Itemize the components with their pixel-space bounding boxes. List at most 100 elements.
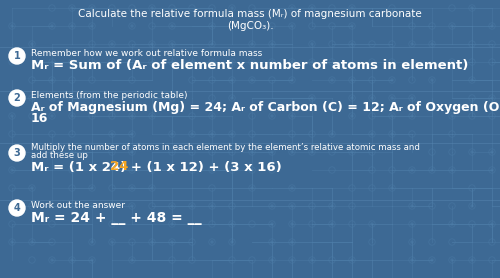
Circle shape xyxy=(231,241,233,243)
Circle shape xyxy=(91,25,93,27)
Circle shape xyxy=(311,259,313,261)
Circle shape xyxy=(291,241,293,243)
Circle shape xyxy=(211,61,213,63)
Text: Work out the answer: Work out the answer xyxy=(31,200,125,210)
Circle shape xyxy=(471,259,473,261)
Circle shape xyxy=(191,133,193,135)
Circle shape xyxy=(291,25,293,27)
Circle shape xyxy=(171,133,173,135)
Circle shape xyxy=(471,79,473,81)
Circle shape xyxy=(451,259,453,261)
Circle shape xyxy=(9,200,25,216)
Text: 2: 2 xyxy=(14,93,20,103)
Circle shape xyxy=(231,97,233,99)
Circle shape xyxy=(431,43,433,45)
Circle shape xyxy=(491,25,493,27)
Circle shape xyxy=(311,43,313,45)
Circle shape xyxy=(491,169,493,171)
Circle shape xyxy=(391,115,393,117)
Text: (MgCO₃).: (MgCO₃). xyxy=(226,21,274,31)
Circle shape xyxy=(111,241,113,243)
Circle shape xyxy=(131,133,133,135)
Circle shape xyxy=(291,205,293,207)
Circle shape xyxy=(491,223,493,225)
Circle shape xyxy=(351,151,353,153)
Circle shape xyxy=(331,223,333,225)
Circle shape xyxy=(191,205,193,207)
Circle shape xyxy=(411,43,413,45)
Text: Mᵣ = Sum of (Aᵣ of element x number of atoms in element): Mᵣ = Sum of (Aᵣ of element x number of a… xyxy=(31,58,468,71)
Circle shape xyxy=(391,187,393,189)
Circle shape xyxy=(171,223,173,225)
Circle shape xyxy=(151,241,153,243)
Circle shape xyxy=(231,61,233,63)
Circle shape xyxy=(31,97,33,99)
Circle shape xyxy=(431,259,433,261)
Circle shape xyxy=(171,43,173,45)
Circle shape xyxy=(351,7,353,9)
Circle shape xyxy=(311,7,313,9)
Circle shape xyxy=(71,61,73,63)
Circle shape xyxy=(131,151,133,153)
Circle shape xyxy=(71,115,73,117)
Circle shape xyxy=(211,241,213,243)
Circle shape xyxy=(291,187,293,189)
Circle shape xyxy=(291,223,293,225)
Text: 3: 3 xyxy=(14,148,20,158)
Circle shape xyxy=(231,133,233,135)
Text: 24: 24 xyxy=(110,160,128,173)
Circle shape xyxy=(351,43,353,45)
Text: Aᵣ of Magnesium (Mg) = 24; Aᵣ of Carbon (C) = 12; Aᵣ of Oxygen (O) =: Aᵣ of Magnesium (Mg) = 24; Aᵣ of Carbon … xyxy=(31,101,500,113)
Circle shape xyxy=(491,97,493,99)
Circle shape xyxy=(11,25,13,27)
Text: add these up: add these up xyxy=(31,152,88,160)
Circle shape xyxy=(371,133,373,135)
Circle shape xyxy=(191,61,193,63)
Circle shape xyxy=(11,205,13,207)
Circle shape xyxy=(451,169,453,171)
Circle shape xyxy=(51,79,53,81)
Circle shape xyxy=(291,61,293,63)
Circle shape xyxy=(151,187,153,189)
Circle shape xyxy=(211,115,213,117)
Circle shape xyxy=(431,169,433,171)
Circle shape xyxy=(91,187,93,189)
Text: Calculate the relative formula mass (Mᵣ) of magnesium carbonate: Calculate the relative formula mass (Mᵣ)… xyxy=(78,9,422,19)
Circle shape xyxy=(151,43,153,45)
Circle shape xyxy=(271,151,273,153)
Circle shape xyxy=(351,79,353,81)
Circle shape xyxy=(91,241,93,243)
Circle shape xyxy=(31,43,33,45)
Circle shape xyxy=(451,115,453,117)
Text: Remember how we work out relative formula mass: Remember how we work out relative formul… xyxy=(31,48,262,58)
Circle shape xyxy=(411,205,413,207)
Circle shape xyxy=(231,223,233,225)
Circle shape xyxy=(111,133,113,135)
Circle shape xyxy=(251,169,253,171)
Circle shape xyxy=(211,205,213,207)
Circle shape xyxy=(251,187,253,189)
Circle shape xyxy=(311,97,313,99)
Circle shape xyxy=(351,115,353,117)
Circle shape xyxy=(91,259,93,261)
Circle shape xyxy=(31,187,33,189)
Circle shape xyxy=(411,259,413,261)
Circle shape xyxy=(291,259,293,261)
Circle shape xyxy=(331,133,333,135)
Circle shape xyxy=(411,97,413,99)
Circle shape xyxy=(351,97,353,99)
Circle shape xyxy=(11,241,13,243)
Circle shape xyxy=(231,7,233,9)
Circle shape xyxy=(11,115,13,117)
Circle shape xyxy=(331,205,333,207)
Circle shape xyxy=(411,169,413,171)
Circle shape xyxy=(51,115,53,117)
Circle shape xyxy=(131,169,133,171)
Circle shape xyxy=(71,259,73,261)
Circle shape xyxy=(391,79,393,81)
Circle shape xyxy=(411,241,413,243)
Circle shape xyxy=(271,43,273,45)
Circle shape xyxy=(171,25,173,27)
Circle shape xyxy=(271,259,273,261)
Text: Mᵣ = 24 + __ + 48 = __: Mᵣ = 24 + __ + 48 = __ xyxy=(31,211,202,225)
